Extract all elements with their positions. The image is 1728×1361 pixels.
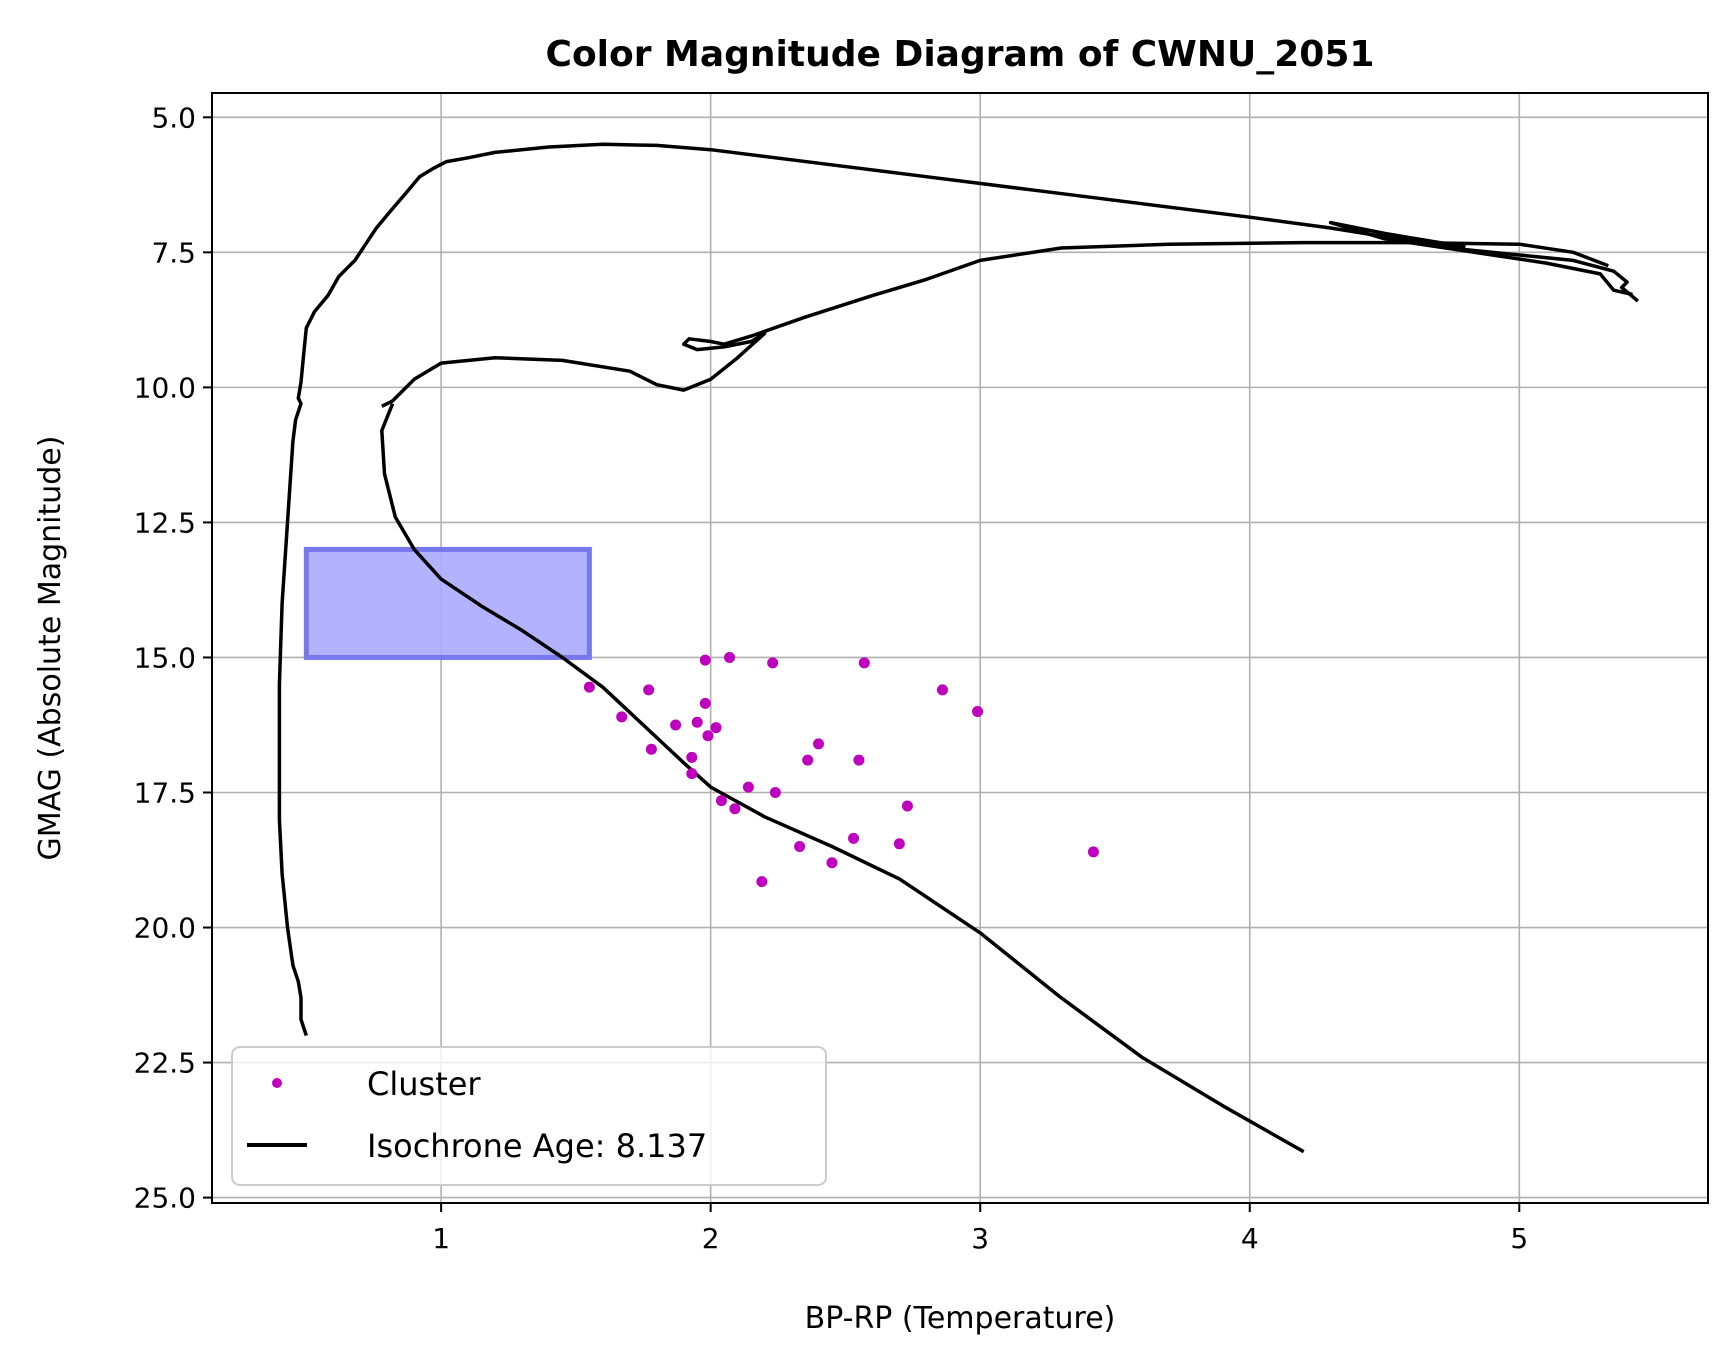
cluster-point: [715, 795, 727, 807]
cluster-point: [729, 803, 741, 815]
x-tick-label: 2: [702, 1222, 720, 1255]
x-tick-label: 4: [1241, 1222, 1259, 1255]
y-tick-label: 25.0: [134, 1182, 196, 1215]
y-tick-label: 7.5: [151, 236, 196, 269]
highlight-region: [303, 546, 592, 660]
y-tick-label: 20.0: [134, 912, 196, 945]
y-tick-label: 17.5: [134, 776, 196, 809]
cluster-point: [643, 684, 655, 696]
x-tick-label: 1: [432, 1222, 450, 1255]
cluster-point: [802, 754, 814, 766]
y-tick-label: 10.0: [134, 371, 196, 404]
x-axis-label: BP-RP (Temperature): [805, 1301, 1116, 1336]
isochrone-line: [381, 240, 1609, 408]
y-tick-label: 15.0: [134, 641, 196, 674]
cluster-point: [767, 657, 779, 669]
grid-lines: [212, 93, 1708, 1203]
cluster-point: [699, 697, 711, 709]
cluster-point: [893, 838, 905, 850]
cluster-point: [769, 786, 781, 798]
cluster-point: [826, 857, 838, 869]
legend-cluster-marker: [272, 1078, 282, 1088]
cluster-point: [670, 719, 682, 731]
cluster-point: [724, 651, 736, 663]
x-tick-label: 3: [971, 1222, 989, 1255]
y-axis-label: GMAG (Absolute Magnitude): [33, 436, 68, 861]
cluster-point: [710, 722, 722, 734]
cluster-point: [686, 751, 698, 763]
cluster-point: [742, 781, 754, 793]
y-tick-label: 22.5: [134, 1047, 196, 1080]
cluster-point: [686, 768, 698, 780]
y-tick-label: 12.5: [134, 506, 196, 539]
legend-isochrone-label: Isochrone Age: 8.137: [367, 1127, 707, 1165]
cluster-point: [936, 684, 948, 696]
cluster-point: [1087, 846, 1099, 858]
isochrone-line: [277, 142, 1640, 1037]
legend-box: [231, 1046, 827, 1186]
cluster-point: [702, 730, 714, 742]
cluster-point: [699, 654, 711, 666]
cluster-point: [645, 743, 657, 755]
cluster-point: [691, 716, 703, 728]
cluster-point: [812, 738, 824, 750]
legend: Cluster Isochrone Age: 8.137: [231, 1046, 827, 1186]
cluster-point: [858, 657, 870, 669]
cluster-point: [853, 754, 865, 766]
cluster-point: [756, 876, 768, 888]
cluster-point: [901, 800, 913, 812]
plot-area: [277, 142, 1640, 1154]
cluster-point: [616, 711, 628, 723]
axis-ticks: 1 2 3 4 5 5.0 7.5 10.0 12.5 15.0 17.5 20.0 22.5 25.0: [134, 101, 1529, 1255]
cluster-point: [583, 681, 595, 693]
cluster-point: [972, 705, 984, 717]
legend-cluster-label: Cluster: [367, 1065, 481, 1103]
isochrone-line: [380, 402, 1305, 1154]
x-tick-label: 5: [1510, 1222, 1528, 1255]
chart-title: Color Magnitude Diagram of CWNU_2051: [546, 34, 1375, 75]
axes-frame: [211, 92, 1709, 1204]
isochrone-line: [1328, 220, 1633, 297]
cluster-point: [794, 841, 806, 853]
cluster-point: [848, 832, 860, 844]
y-tick-label: 5.0: [151, 101, 196, 134]
